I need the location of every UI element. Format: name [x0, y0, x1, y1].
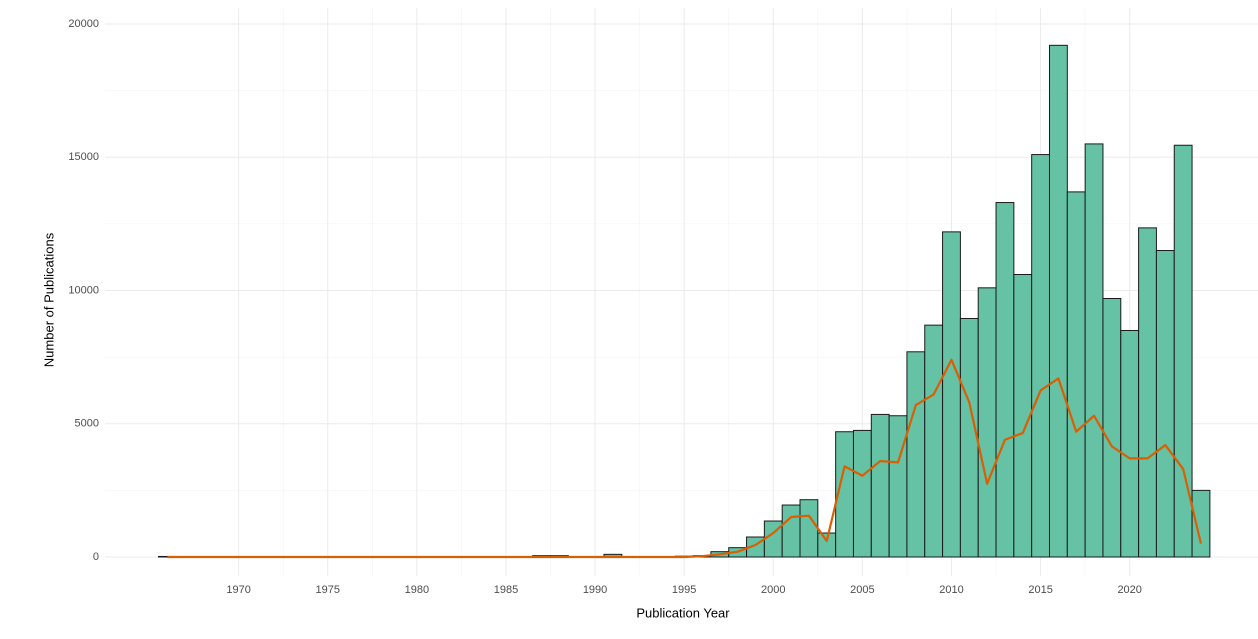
x-tick-label: 1975	[316, 584, 340, 596]
bar	[1031, 154, 1050, 558]
bar	[906, 351, 926, 558]
x-tick-label: 1985	[494, 584, 518, 596]
x-axis-label: Publication Year	[636, 605, 730, 620]
x-tick-label: 1990	[583, 584, 607, 596]
bar	[1102, 297, 1122, 558]
bar	[959, 317, 979, 558]
y-tick-label: 0	[93, 551, 99, 563]
bar	[1173, 144, 1193, 558]
bar	[1120, 329, 1140, 558]
y-tick-label: 15000	[68, 151, 99, 163]
y-axis-label: Number of Publications	[41, 232, 56, 367]
x-tick-label: 2015	[1028, 584, 1052, 596]
y-tick-label: 10000	[68, 284, 99, 296]
x-tick-label: 1995	[672, 584, 696, 596]
bar	[870, 413, 890, 558]
bar	[942, 231, 961, 558]
bar	[924, 324, 944, 558]
x-tick-label: 2010	[939, 584, 963, 596]
bar	[852, 429, 872, 558]
bar	[977, 287, 997, 558]
bar	[1084, 143, 1104, 558]
bar	[1066, 191, 1086, 558]
bar	[1048, 44, 1068, 558]
x-tick-label: 2020	[1117, 584, 1141, 596]
bar	[995, 202, 1015, 558]
bar	[1191, 489, 1211, 558]
y-tick-label: 5000	[75, 418, 99, 430]
x-tick-label: 1980	[405, 584, 429, 596]
bar	[888, 415, 908, 558]
bar	[781, 504, 801, 558]
y-tick-label: 20000	[68, 18, 99, 30]
x-tick-label: 2000	[761, 584, 785, 596]
x-tick-label: 1970	[226, 584, 250, 596]
bar	[1155, 250, 1175, 558]
bar	[799, 499, 819, 558]
line	[167, 358, 1203, 559]
x-tick-label: 2005	[850, 584, 874, 596]
bar	[1138, 227, 1157, 558]
